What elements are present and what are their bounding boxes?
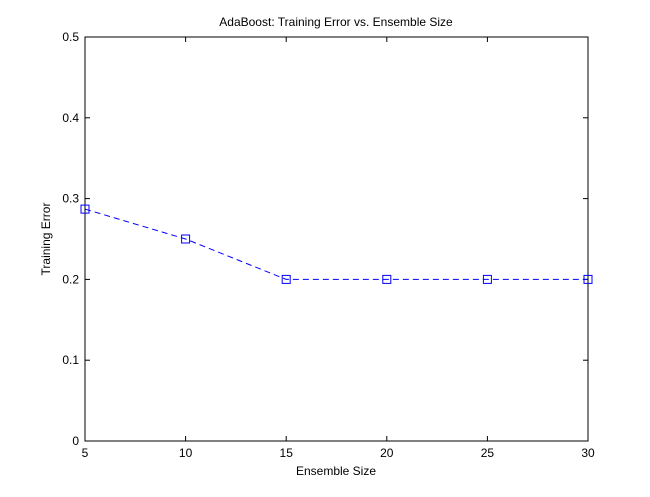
x-tick-label: 25 [481, 446, 495, 460]
y-axis-label: Training Error [39, 203, 53, 276]
y-tick-label: 0.3 [62, 192, 79, 206]
data-point [482, 274, 492, 284]
data-point [181, 234, 191, 244]
x-tick-label: 15 [280, 446, 294, 460]
data-point [382, 274, 392, 284]
x-tick-label: 30 [581, 446, 595, 460]
y-tick-label: 0.4 [62, 111, 79, 125]
y-tick-label: 0.2 [62, 272, 79, 286]
x-axis-label: Ensemble Size [296, 464, 376, 478]
chart-title: AdaBoost: Training Error vs. Ensemble Si… [219, 15, 453, 29]
x-tick-label: 10 [179, 446, 193, 460]
y-tick-label: 0 [72, 434, 79, 448]
x-tick-label: 5 [82, 446, 89, 460]
y-tick-label: 0.5 [62, 30, 79, 44]
plot-frame [84, 36, 589, 442]
x-tick-label: 20 [380, 446, 394, 460]
x-axis-ticks: 5 10 15 20 25 30 [82, 37, 595, 460]
y-axis-ticks: 0 0.1 0.2 0.3 0.4 0.5 [62, 30, 588, 448]
series-line [84, 208, 588, 280]
y-tick-label: 0.1 [62, 353, 79, 367]
data-point [281, 274, 291, 284]
series-layer [80, 204, 593, 284]
data-point [80, 204, 90, 214]
data-point [583, 274, 593, 284]
